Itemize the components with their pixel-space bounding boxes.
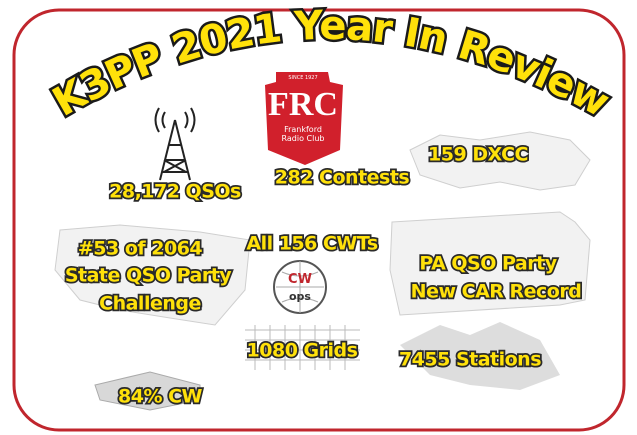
frc-letters: FRC bbox=[268, 86, 338, 123]
stat-line: New CAR Record bbox=[411, 281, 582, 303]
grid-icon bbox=[245, 325, 360, 370]
cwops-logo: CW ops bbox=[273, 260, 327, 314]
frc-name-2: Radio Club bbox=[282, 134, 325, 143]
tower-icon bbox=[154, 107, 196, 181]
stat-line: State QSO Party bbox=[65, 265, 232, 287]
stat-line: 282 Contests bbox=[275, 167, 410, 189]
stat-line: All 156 CWTs bbox=[246, 233, 377, 255]
frame bbox=[12, 8, 626, 432]
world-map bbox=[409, 131, 591, 191]
stat-line: 84% CW bbox=[118, 386, 203, 408]
stat-line: #53 of 2064 bbox=[78, 238, 203, 260]
stat-line: 1080 Grids bbox=[247, 340, 358, 362]
handshake-icon bbox=[400, 322, 560, 390]
frc-name-1: Frankford bbox=[284, 125, 322, 134]
cwops-top: CW bbox=[288, 272, 312, 287]
frc-since: SINCE 1927 bbox=[288, 75, 317, 81]
stat-line: 28,172 QSOs bbox=[109, 181, 241, 203]
stat-line: 159 DXCC bbox=[428, 144, 528, 166]
stat-line: Challenge bbox=[99, 293, 201, 315]
frc-logo: SINCE 1927 FRC Frankford Radio Club bbox=[265, 72, 343, 165]
stat-line: 7455 Stations bbox=[399, 349, 541, 371]
stat-line: PA QSO Party bbox=[419, 253, 557, 275]
cwops-bottom: ops bbox=[289, 290, 311, 303]
usa-map bbox=[54, 224, 251, 326]
pa-map bbox=[389, 211, 591, 316]
key-icon bbox=[94, 371, 201, 411]
